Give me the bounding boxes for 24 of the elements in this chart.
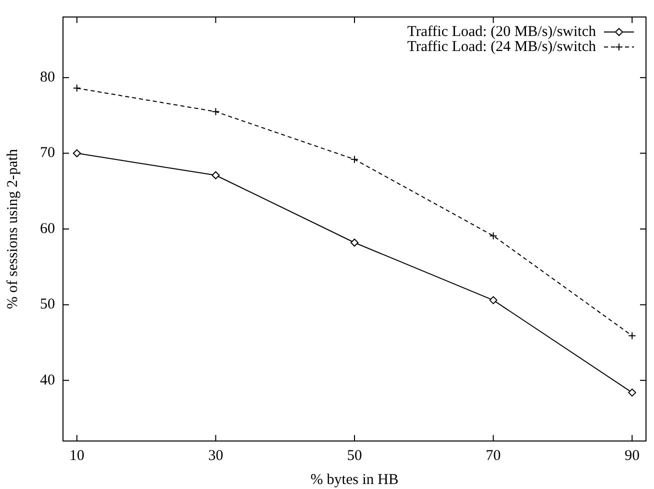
point xyxy=(212,108,220,116)
point xyxy=(628,332,636,340)
y-axis-title: % of sessions using 2-path xyxy=(4,148,21,309)
y-tick-label: 70 xyxy=(40,145,55,162)
legend-label: Traffic Load: (20 MB/s)/switch xyxy=(407,24,596,40)
y-tick-label: 40 xyxy=(40,372,55,388)
y-tick-label: 80 xyxy=(40,70,55,86)
point xyxy=(72,149,81,158)
x-tick-label: 30 xyxy=(208,448,224,464)
point xyxy=(350,238,358,247)
x-tick-label: 10 xyxy=(69,448,84,464)
point xyxy=(72,84,81,92)
x-tick-label: 70 xyxy=(486,448,501,464)
y-tick-label: 60 xyxy=(40,220,55,237)
point xyxy=(489,296,498,304)
point xyxy=(350,155,358,164)
legend-label: Traffic Load: (24 MB/s)/switch xyxy=(407,38,596,55)
point xyxy=(628,388,636,397)
point xyxy=(212,171,220,180)
x-tick-label: 90 xyxy=(624,448,640,464)
x-axis-title: % bytes in HB xyxy=(310,472,398,488)
x-tick-label: 50 xyxy=(347,448,362,464)
y-tick-label: 50 xyxy=(40,296,55,313)
point xyxy=(489,232,498,240)
